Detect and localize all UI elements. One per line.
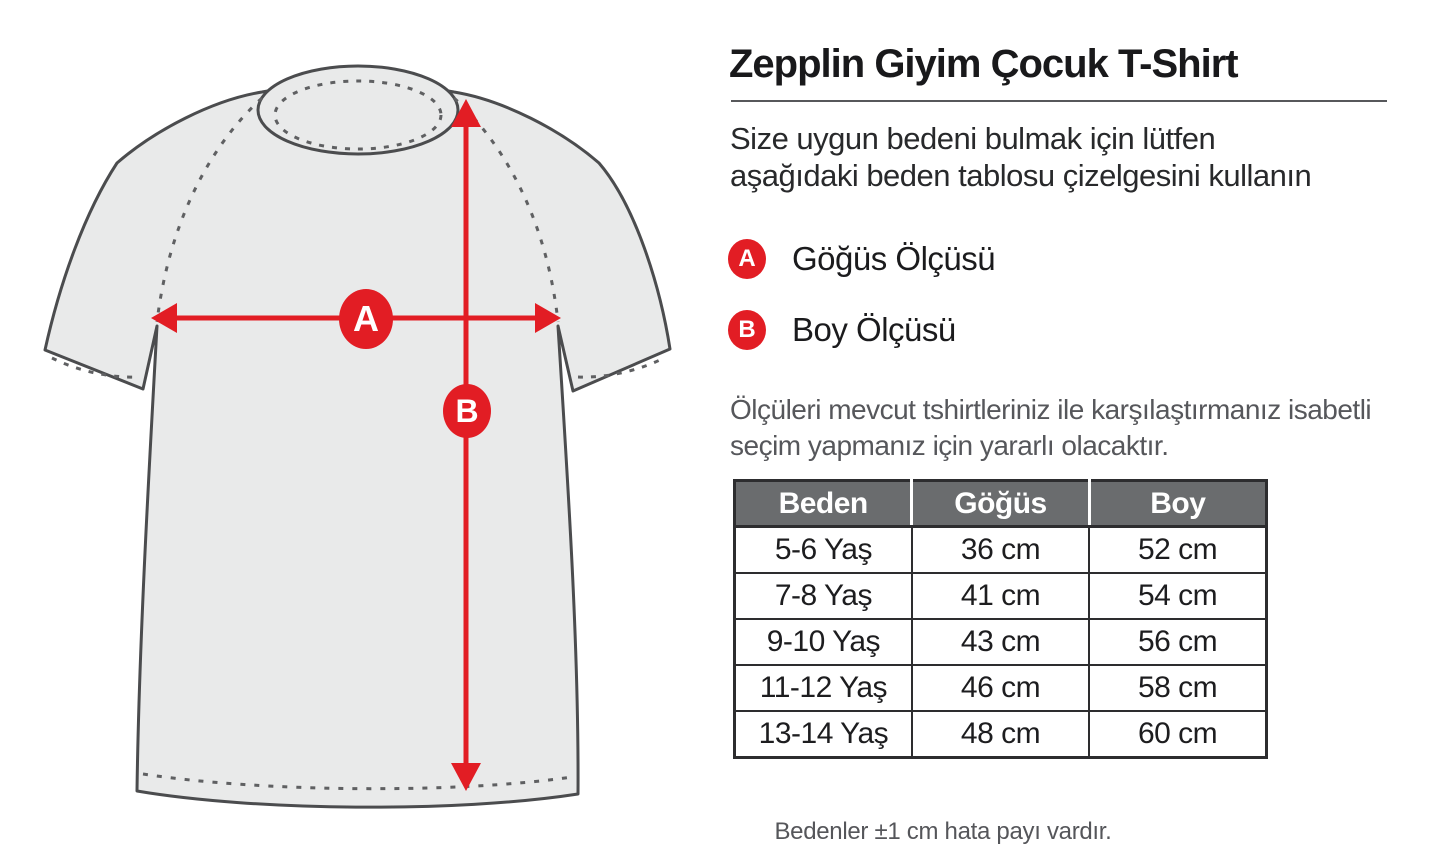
cell-length: 52 cm bbox=[1088, 525, 1268, 574]
tolerance-footnote: Bedenler ±1 cm hata payı vardır. bbox=[774, 818, 1112, 845]
cell-chest: 41 cm bbox=[910, 572, 1091, 620]
table-row: 7-8 Yaş 41 cm 54 cm bbox=[733, 572, 1268, 620]
cell-chest: 48 cm bbox=[910, 710, 1091, 759]
size-table-header-row: Beden Göğüs Boy bbox=[734, 480, 1267, 528]
collar-outline bbox=[256, 64, 460, 156]
table-row: 5-6 Yaş 36 cm 52 cm bbox=[733, 525, 1268, 574]
legend-b-badge-letter: B bbox=[738, 316, 756, 343]
cell-size: 5-6 Yaş bbox=[733, 525, 913, 574]
legend-a-label: Göğüs Ölçüsü bbox=[792, 240, 996, 277]
legend-item-chest: A Göğüs Ölçüsü bbox=[728, 239, 996, 279]
cell-length: 54 cm bbox=[1088, 572, 1268, 620]
length-marker-letter: B bbox=[455, 393, 478, 429]
intro-line-1: Size uygun bedeni bulmak için lütfen bbox=[730, 121, 1216, 156]
table-row: 13-14 Yaş 48 cm 60 cm bbox=[733, 710, 1268, 759]
cell-size: 13-14 Yaş bbox=[733, 710, 913, 759]
cell-size: 7-8 Yaş bbox=[733, 572, 913, 620]
right-sleeve-hem-seam bbox=[577, 356, 665, 379]
note-line-2: seçim yapmanız için yararlı olacaktır. bbox=[730, 430, 1169, 461]
legend-a-badge: A bbox=[728, 239, 766, 279]
cell-length: 56 cm bbox=[1088, 618, 1268, 666]
intro-text: Size uygun bedeni bulmak için lütfen aşa… bbox=[730, 120, 1312, 194]
intro-line-2: aşağıdaki beden tablosu çizelgesini kull… bbox=[730, 158, 1312, 193]
tshirt-measurement-diagram: A B bbox=[43, 64, 672, 809]
left-armhole-seam bbox=[155, 96, 264, 323]
note-line-1: Ölçüleri mevcut tshirtleriniz ile karşıl… bbox=[730, 394, 1372, 425]
legend-b-badge: B bbox=[728, 310, 766, 350]
cell-chest: 36 cm bbox=[910, 525, 1091, 574]
legend-item-length: B Boy Ölçüsü bbox=[728, 310, 956, 350]
comparison-note: Ölçüleri mevcut tshirtleriniz ile karşıl… bbox=[730, 392, 1372, 464]
tshirt-outline bbox=[43, 84, 672, 809]
chest-marker-badge: A bbox=[339, 289, 393, 349]
table-row: 9-10 Yaş 43 cm 56 cm bbox=[733, 618, 1268, 666]
size-table: Beden Göğüs Boy 5-6 Yaş 36 cm 52 cm 7-8 … bbox=[733, 479, 1268, 759]
chest-marker-letter: A bbox=[353, 298, 379, 339]
legend-b-label: Boy Ölçüsü bbox=[792, 311, 956, 348]
cell-size: 11-12 Yaş bbox=[733, 664, 913, 712]
bottom-hem-seam bbox=[142, 772, 573, 791]
table-row: 11-12 Yaş 46 cm 58 cm bbox=[733, 664, 1268, 712]
title-divider bbox=[731, 100, 1387, 102]
cell-size: 9-10 Yaş bbox=[733, 618, 913, 666]
legend-a-badge-letter: A bbox=[738, 245, 756, 272]
col-header-gogus: Göğüs bbox=[910, 480, 1090, 528]
page-title: Zepplin Giyim Çocuk T-Shirt bbox=[729, 42, 1239, 86]
cell-length: 60 cm bbox=[1088, 710, 1268, 759]
cell-chest: 46 cm bbox=[910, 664, 1091, 712]
length-marker-badge: B bbox=[443, 384, 491, 438]
cell-length: 58 cm bbox=[1088, 664, 1268, 712]
col-header-beden: Beden bbox=[734, 480, 912, 528]
length-measure-arrow bbox=[451, 99, 481, 791]
left-sleeve-hem-seam bbox=[51, 356, 139, 379]
col-header-boy: Boy bbox=[1087, 480, 1267, 528]
collar-seam bbox=[273, 79, 443, 151]
cell-chest: 43 cm bbox=[910, 618, 1091, 666]
